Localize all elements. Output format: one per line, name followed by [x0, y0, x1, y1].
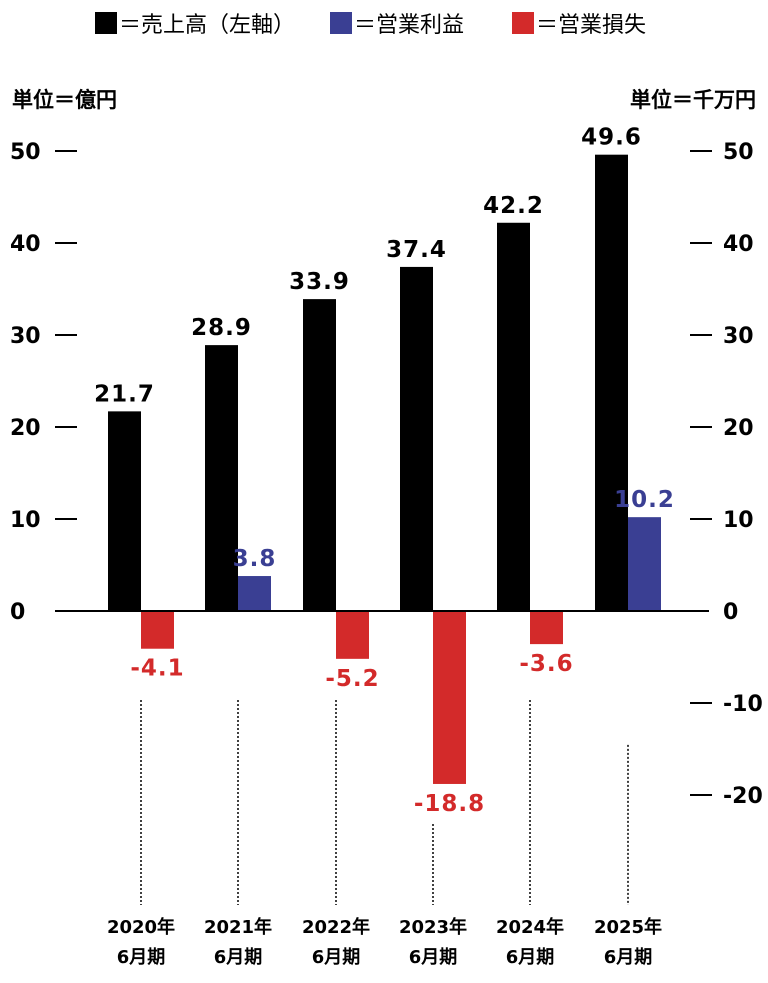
operating-loss-bar	[433, 611, 466, 784]
legend-label-loss: ＝営業損失	[536, 13, 646, 38]
category-label-year: 2023年	[399, 916, 467, 938]
category-guides	[140, 700, 629, 905]
category-label-period: 6月期	[409, 947, 458, 968]
right-tick-label: -20	[723, 784, 763, 809]
operating-loss-value-label: -5.2	[325, 666, 379, 692]
sales-value-label: 37.4	[386, 237, 447, 263]
bars	[108, 154, 661, 784]
right-axis-unit-label: 単位＝千万円	[630, 88, 756, 112]
operating-profit-value-label: 3.8	[233, 546, 277, 572]
left-tick-label: 0	[10, 600, 25, 625]
left-axis: 0 10 20 30 40 50	[10, 140, 77, 625]
left-axis-unit-label: 単位＝億円	[12, 88, 117, 112]
operating-loss-bar	[141, 611, 174, 649]
operating-profit-bar	[238, 576, 271, 611]
legend-label-sales: ＝売上高（左軸）	[119, 13, 295, 38]
operating-loss-bar	[336, 611, 369, 659]
left-tick-label: 40	[10, 232, 41, 257]
right-axis: -20 -10 0 10 20 30 40 50	[690, 140, 763, 809]
sales-bar	[497, 222, 530, 611]
category-label-year: 2022年	[302, 916, 370, 938]
category-label-year: 2024年	[496, 916, 564, 938]
category-label-year: 2025年	[594, 916, 662, 938]
sales-value-label: 49.6	[581, 125, 642, 151]
operating-profit-value-label: 10.2	[614, 487, 675, 513]
right-tick-label: -10	[723, 692, 763, 717]
left-tick-label: 10	[10, 508, 41, 533]
sales-bar	[595, 154, 628, 611]
legend-swatch-sales	[95, 12, 117, 34]
legend-swatch-profit	[330, 12, 352, 34]
legend-swatch-loss	[512, 12, 534, 34]
sales-bar	[108, 411, 141, 611]
category-label-period: 6月期	[214, 947, 263, 968]
operating-profit-bar	[628, 517, 661, 611]
category-label-period: 6月期	[312, 947, 361, 968]
legend: ＝売上高（左軸） ＝営業利益 ＝営業損失	[95, 12, 646, 38]
right-tick-label: 20	[723, 416, 754, 441]
left-tick-label: 20	[10, 416, 41, 441]
right-tick-label: 30	[723, 324, 754, 349]
right-tick-label: 40	[723, 232, 754, 257]
sales-bar	[303, 299, 336, 611]
operating-loss-value-label: -4.1	[130, 656, 184, 682]
category-label-year: 2020年	[107, 916, 175, 938]
sales-bar	[205, 345, 238, 611]
left-tick-label: 50	[10, 140, 41, 165]
left-tick-label: 30	[10, 324, 41, 349]
sales-value-label: 28.9	[191, 315, 252, 341]
category-labels: 2020年 6月期 2021年 6月期 2022年 6月期 2023年 6月期 2024年 6月期…	[107, 916, 662, 968]
legend-label-profit: ＝営業利益	[354, 13, 464, 38]
sales-bar	[400, 266, 433, 611]
operating-loss-value-label: -3.6	[519, 651, 573, 677]
operating-loss-bar	[530, 611, 563, 645]
right-tick-label: 10	[723, 508, 754, 533]
category-label-year: 2021年	[204, 916, 272, 938]
sales-value-label: 42.2	[483, 193, 544, 219]
value-labels: 21.7 -4.1 28.9 3.8 33.9 -5.2 37.4 -18.8 42.2 -3.6…	[94, 125, 675, 817]
sales-value-label: 21.7	[94, 381, 155, 407]
sales-value-label: 33.9	[289, 269, 350, 295]
right-tick-label: 50	[723, 140, 754, 165]
category-label-period: 6月期	[506, 947, 555, 968]
right-tick-label: 0	[723, 600, 738, 625]
operating-loss-value-label: -18.8	[414, 791, 485, 817]
category-label-period: 6月期	[117, 947, 166, 968]
category-label-period: 6月期	[604, 947, 653, 968]
